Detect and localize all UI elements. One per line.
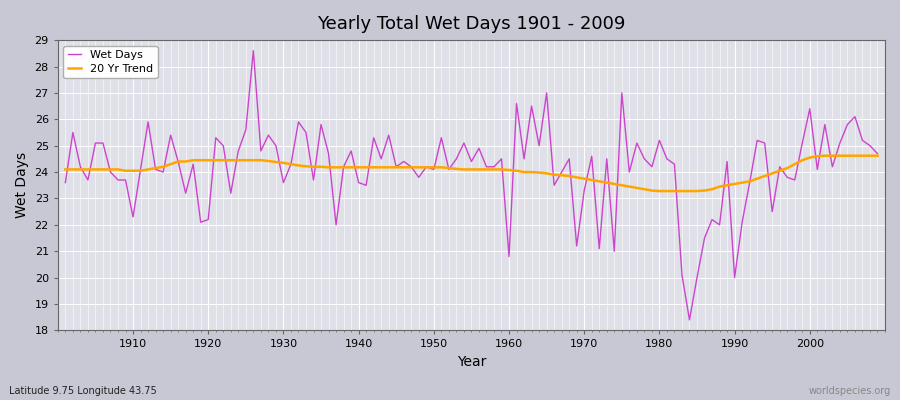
20 Yr Trend [60, 167, 71, 172]
Wet Days [293, 120, 304, 124]
20 Yr Trend [285, 162, 296, 166]
Wet Days [684, 318, 695, 322]
X-axis label: Year: Year [456, 355, 486, 369]
Line: Wet Days: Wet Days [66, 51, 878, 320]
Wet Days [511, 101, 522, 106]
Title: Yearly Total Wet Days 1901 - 2009: Yearly Total Wet Days 1901 - 2009 [317, 15, 626, 33]
20 Yr Trend [496, 167, 507, 172]
Text: Latitude 9.75 Longitude 43.75: Latitude 9.75 Longitude 43.75 [9, 386, 157, 396]
Line: 20 Yr Trend: 20 Yr Trend [66, 156, 878, 191]
Wet Days [248, 48, 258, 53]
20 Yr Trend [330, 165, 341, 170]
20 Yr Trend [654, 189, 665, 194]
20 Yr Trend [819, 153, 830, 158]
Legend: Wet Days, 20 Yr Trend: Wet Days, 20 Yr Trend [63, 46, 158, 78]
Text: worldspecies.org: worldspecies.org [809, 386, 891, 396]
Wet Days [504, 254, 515, 259]
Y-axis label: Wet Days: Wet Days [15, 152, 29, 218]
20 Yr Trend [594, 179, 605, 184]
20 Yr Trend [872, 153, 883, 158]
Wet Days [338, 164, 349, 169]
Wet Days [120, 178, 130, 182]
Wet Days [60, 180, 71, 185]
20 Yr Trend [120, 168, 130, 173]
Wet Days [872, 151, 883, 156]
Wet Days [601, 156, 612, 161]
20 Yr Trend [504, 168, 515, 172]
